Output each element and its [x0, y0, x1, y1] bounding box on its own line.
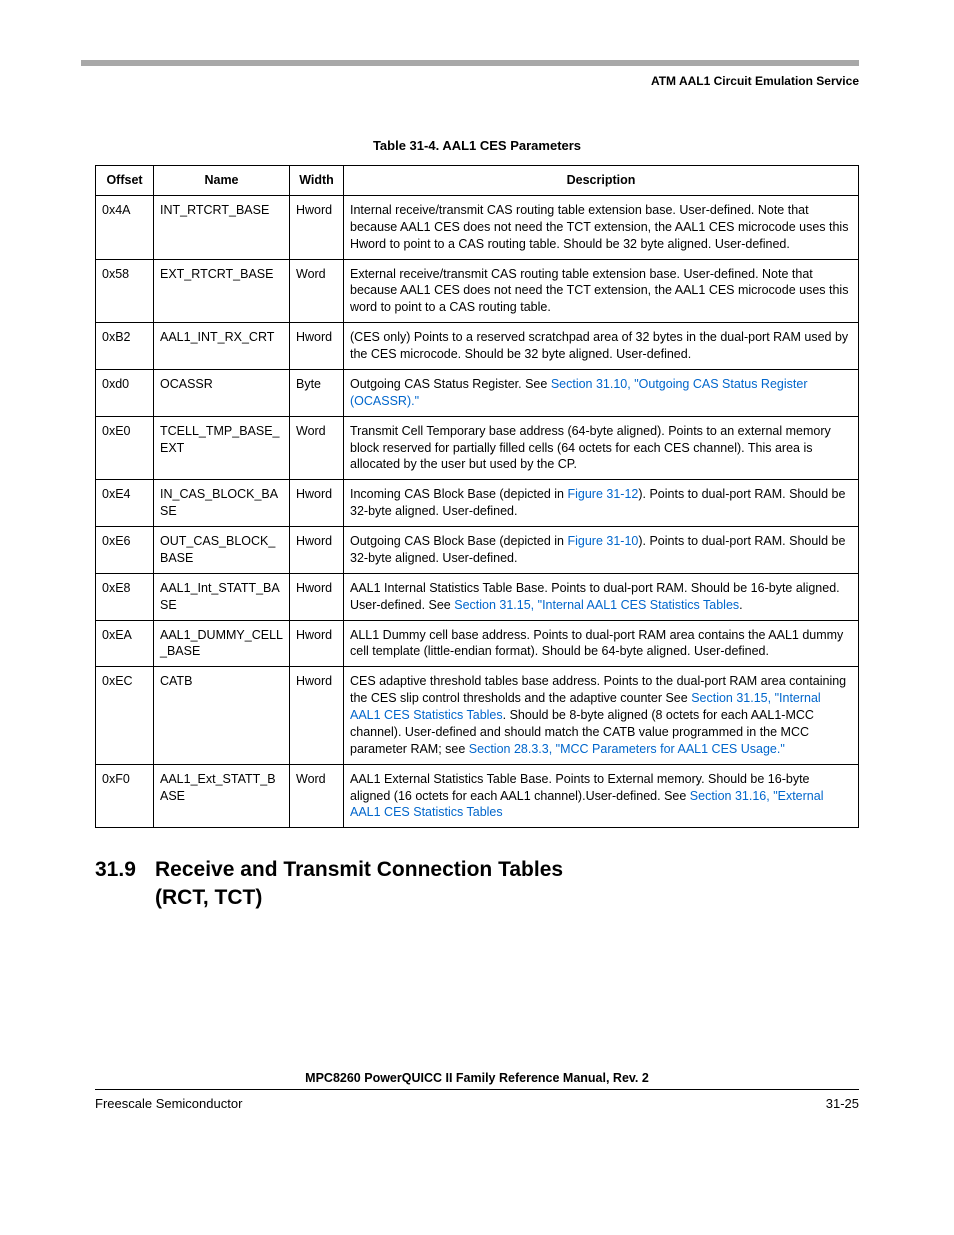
cell-name: CATB: [154, 667, 290, 764]
footer-right: 31-25: [826, 1096, 859, 1111]
cell-name: AAL1_INT_RX_CRT: [154, 323, 290, 370]
footer-left: Freescale Semiconductor: [95, 1096, 242, 1111]
section-title-line1: Receive and Transmit Connection Tables: [155, 858, 563, 881]
section-title: Receive and Transmit Connection Tables (…: [155, 856, 563, 911]
cell-name: OUT_CAS_BLOCK_BASE: [154, 527, 290, 574]
footer-manual-title: MPC8260 PowerQUICC II Family Reference M…: [95, 1071, 859, 1085]
cell-offset: 0x4A: [96, 195, 154, 259]
cell-description: Outgoing CAS Block Base (depicted in Fig…: [344, 527, 859, 574]
cell-width: Hword: [290, 195, 344, 259]
table-row: 0xE6OUT_CAS_BLOCK_BASEHwordOutgoing CAS …: [96, 527, 859, 574]
table-row: 0xE8AAL1_Int_STATT_BASEHwordAAL1 Interna…: [96, 573, 859, 620]
cell-width: Word: [290, 259, 344, 323]
footer-rule: [95, 1089, 859, 1090]
cell-width: Hword: [290, 480, 344, 527]
cell-width: Word: [290, 764, 344, 828]
cell-description: Internal receive/transmit CAS routing ta…: [344, 195, 859, 259]
cell-width: Hword: [290, 527, 344, 574]
description-text: Incoming CAS Block Base (depicted in: [350, 487, 567, 501]
cross-reference-link[interactable]: Figure 31-12: [567, 487, 638, 501]
cross-reference-link[interactable]: Figure 31-10: [567, 534, 638, 548]
cell-name: AAL1_Ext_STATT_BASE: [154, 764, 290, 828]
table-row: 0x58EXT_RTCRT_BASEWordExternal receive/t…: [96, 259, 859, 323]
cell-offset: 0xEC: [96, 667, 154, 764]
cell-width: Byte: [290, 369, 344, 416]
cell-offset: 0xE6: [96, 527, 154, 574]
page-footer: MPC8260 PowerQUICC II Family Reference M…: [95, 1071, 859, 1111]
cross-reference-link[interactable]: Section 28.3.3, "MCC Parameters for AAL1…: [469, 742, 785, 756]
cross-reference-link[interactable]: Section 31.15, "Internal AAL1 CES Statis…: [454, 598, 739, 612]
description-text: .: [739, 598, 742, 612]
cell-offset: 0xF0: [96, 764, 154, 828]
cell-name: TCELL_TMP_BASE_EXT: [154, 416, 290, 480]
cell-description: External receive/transmit CAS routing ta…: [344, 259, 859, 323]
col-header-width: Width: [290, 166, 344, 196]
cell-description: AAL1 Internal Statistics Table Base. Poi…: [344, 573, 859, 620]
description-text: ALL1 Dummy cell base address. Points to …: [350, 628, 843, 659]
description-text: Transmit Cell Temporary base address (64…: [350, 424, 831, 472]
section-number: 31.9: [95, 856, 155, 911]
cell-description: AAL1 External Statistics Table Base. Poi…: [344, 764, 859, 828]
cell-offset: 0xE8: [96, 573, 154, 620]
cell-description: Transmit Cell Temporary base address (64…: [344, 416, 859, 480]
table-row: 0x4AINT_RTCRT_BASEHwordInternal receive/…: [96, 195, 859, 259]
cell-name: EXT_RTCRT_BASE: [154, 259, 290, 323]
cell-width: Hword: [290, 667, 344, 764]
cell-description: CES adaptive threshold tables base addre…: [344, 667, 859, 764]
col-header-name: Name: [154, 166, 290, 196]
cell-width: Hword: [290, 323, 344, 370]
description-text: Outgoing CAS Block Base (depicted in: [350, 534, 567, 548]
table-row: 0xF0AAL1_Ext_STATT_BASEWordAAL1 External…: [96, 764, 859, 828]
table-row: 0xd0OCASSRByteOutgoing CAS Status Regist…: [96, 369, 859, 416]
cell-offset: 0xE0: [96, 416, 154, 480]
description-text: Internal receive/transmit CAS routing ta…: [350, 203, 848, 251]
description-text: (CES only) Points to a reserved scratchp…: [350, 330, 848, 361]
table-row: 0xEAAAL1_DUMMY_CELL_BASEHwordALL1 Dummy …: [96, 620, 859, 667]
cell-name: OCASSR: [154, 369, 290, 416]
description-text: External receive/transmit CAS routing ta…: [350, 267, 848, 315]
cell-description: ALL1 Dummy cell base address. Points to …: [344, 620, 859, 667]
description-text: Outgoing CAS Status Register. See: [350, 377, 551, 391]
cell-offset: 0x58: [96, 259, 154, 323]
table-row: 0xE0TCELL_TMP_BASE_EXTWordTransmit Cell …: [96, 416, 859, 480]
cell-name: IN_CAS_BLOCK_BASE: [154, 480, 290, 527]
table-row: 0xB2AAL1_INT_RX_CRTHword(CES only) Point…: [96, 323, 859, 370]
table-caption: Table 31-4. AAL1 CES Parameters: [95, 138, 859, 153]
cell-name: AAL1_Int_STATT_BASE: [154, 573, 290, 620]
cell-description: Incoming CAS Block Base (depicted in Fig…: [344, 480, 859, 527]
cell-offset: 0xEA: [96, 620, 154, 667]
header-top-bar: [81, 60, 859, 66]
cell-description: (CES only) Points to a reserved scratchp…: [344, 323, 859, 370]
cell-name: AAL1_DUMMY_CELL_BASE: [154, 620, 290, 667]
cell-description: Outgoing CAS Status Register. See Sectio…: [344, 369, 859, 416]
cell-offset: 0xE4: [96, 480, 154, 527]
cell-offset: 0xB2: [96, 323, 154, 370]
parameters-table: Offset Name Width Description 0x4AINT_RT…: [95, 165, 859, 828]
cell-width: Hword: [290, 620, 344, 667]
table-row: 0xECCATBHwordCES adaptive threshold tabl…: [96, 667, 859, 764]
section-heading: 31.9 Receive and Transmit Connection Tab…: [95, 856, 859, 911]
col-header-description: Description: [344, 166, 859, 196]
cell-offset: 0xd0: [96, 369, 154, 416]
col-header-offset: Offset: [96, 166, 154, 196]
cell-width: Word: [290, 416, 344, 480]
cell-name: INT_RTCRT_BASE: [154, 195, 290, 259]
header-right-text: ATM AAL1 Circuit Emulation Service: [95, 74, 859, 88]
section-title-line2: (RCT, TCT): [155, 886, 262, 909]
table-row: 0xE4IN_CAS_BLOCK_BASEHwordIncoming CAS B…: [96, 480, 859, 527]
cell-width: Hword: [290, 573, 344, 620]
table-header-row: Offset Name Width Description: [96, 166, 859, 196]
